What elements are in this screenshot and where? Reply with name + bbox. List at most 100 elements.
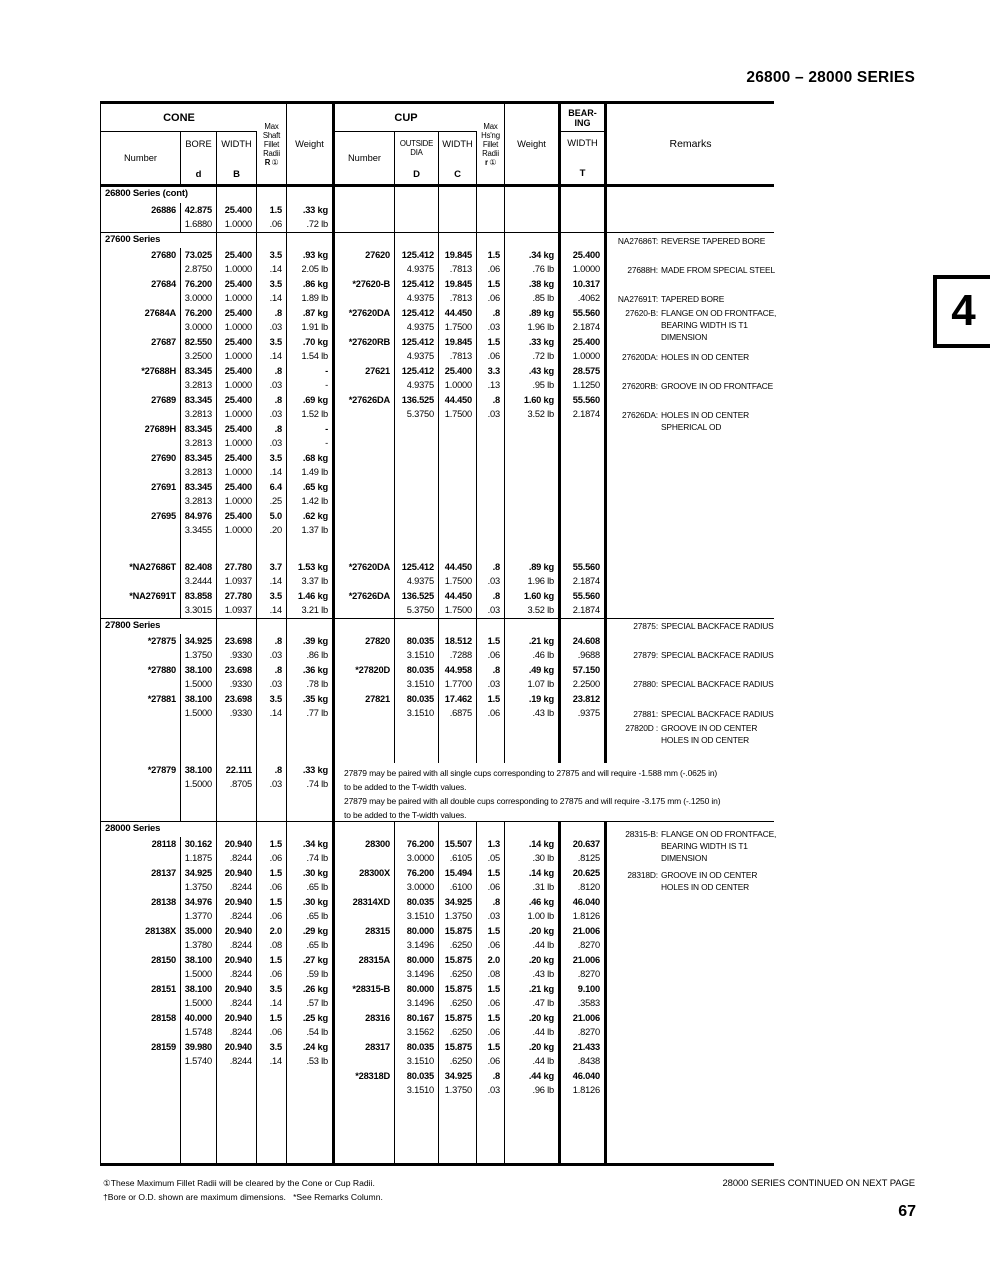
cup-outside-dia-cell: 125.412 4.9375 [395,306,439,335]
cone-width-cell: 25.400 1.0000 [217,364,257,393]
bearing-width-cell: 25.400 1.0000 [561,248,607,277]
cone-number-cell [101,538,181,560]
cone-width-cell: 27.780 1.0937 [217,589,257,618]
gap-row [101,538,774,560]
bearing-width-cell [561,451,607,480]
cone-fillet-cell: .8.03 [257,663,287,692]
empty-cell [335,187,395,203]
cone-weight-cell: .25 kg .54 lb [287,1011,335,1040]
bearing-width-cell: 10.317.4062 [561,277,607,306]
empty-cell [287,619,335,634]
cone-fillet-cell: 5.0.20 [257,509,287,538]
cup-weight-cell: .89 kg 1.96 lb [505,560,561,589]
empty-cell [439,822,477,837]
remarks-space-cell [607,306,774,335]
cup-width-cell [439,203,477,232]
cone-width-cell [217,538,257,560]
remarks-space-cell [607,480,774,509]
bearing-width-cell: 46.040 1.8126 [561,1069,607,1098]
cone-number-cell: 27689 [101,393,181,422]
outside-dia-symbol: D [413,169,420,180]
cup-number-cell: 28315 [335,924,395,953]
cup-width-cell: 44.450 1.7500 [439,589,477,618]
cup-number-cell: *27626DA [335,589,395,618]
cup-weight-cell: .89 kg 1.96 lb [505,306,561,335]
empty-cell [257,822,287,837]
cup-number-cell: 28300 [335,837,395,866]
cup-width-cell: 34.925 1.3750 [439,895,477,924]
cup-number-cell: 27820 [335,634,395,663]
cup-weight-cell: 1.60 kg 3.52 lb [505,589,561,618]
cup-number-cell: 27821 [335,692,395,721]
empty-cell [335,822,395,837]
cone-weight-cell: .69 kg 1.52 lb [287,393,335,422]
cup-outside-dia-cell: 80.035 3.1510 [395,663,439,692]
cup-fillet-cell: 1.5.06 [477,1040,505,1069]
bearing-width-cell: 55.560 2.1874 [561,560,607,589]
cup-weight-cell: .49 kg 1.07 lb [505,663,561,692]
cone-bore-cell: 42.875 1.6880 [181,203,217,232]
cup-weight-cell: .20 kg .43 lb [505,953,561,982]
cone-width-cell: 25.400 1.0000 [217,422,257,451]
cup-weight-cell: 1.60 kg 3.52 lb [505,393,561,422]
cup-group-label: CUP [335,104,477,132]
cone-number-cell: 28138 [101,895,181,924]
empty-cell [505,619,561,634]
remarks-space-cell [607,393,774,422]
cone-number-cell: *27688H [101,364,181,393]
cup-fillet-cell: 1.5.06 [477,924,505,953]
cup-width-cell: 25.400 1.0000 [439,364,477,393]
bearing-width-cell: 21.006.8270 [561,1011,607,1040]
cup-weight-cell: .38 kg .85 lb [505,277,561,306]
cone-number-cell: 28137 [101,866,181,895]
cone-number-cell: 28158 [101,1011,181,1040]
empty-cell [395,187,439,203]
note-row: *27879 38.100 1.5000 22.111.8705.8.03.33 kg… [101,763,774,821]
bearing-width-cell: 55.560 2.1874 [561,393,607,422]
cone-bore-cell [181,721,217,763]
cup-outside-dia-cell: 80.167 3.1562 [395,1011,439,1040]
bearing-width-cell: 57.150 2.2500 [561,663,607,692]
cup-width-cell: 15.875.6250 [439,1011,477,1040]
bearing-width-cell [561,721,607,763]
cone-width-cell: 23.698.9330 [217,663,257,692]
cone-fillet-cell: 1.5.06 [257,837,287,866]
cup-fillet-cell: 1.5.06 [477,248,505,277]
cone-bore-cell: 38.100 1.5000 [181,953,217,982]
cup-outside-dia-cell [395,451,439,480]
cup-number-cell: 28314XD [335,895,395,924]
cone-weight-cell: .30 kg .65 lb [287,895,335,924]
cup-fillet-cell [477,509,505,538]
cone-number-cell: 27684 [101,277,181,306]
cone-width-cell: 25.400 1.0000 [217,277,257,306]
cone-weight-header: Weight [287,104,335,184]
remarks-space-cell [607,1040,774,1069]
bearing-width-cell: 28.575 1.1250 [561,364,607,393]
cup-width-cell [439,1098,477,1163]
empty-cell [607,233,774,248]
bearing-width-cell [561,422,607,451]
cup-fillet-cell: 2.0.08 [477,953,505,982]
cone-weight-cell: .39 kg .86 lb [287,634,335,663]
cone-header-group: CONE Number BORE d WIDTH B [101,104,257,184]
cup-weight-cell: .20 kg .44 lb [505,924,561,953]
cone-bore-cell: 83.345 3.2813 [181,364,217,393]
table-row: *28318D 80.035 3.1510 34.925 1.3750.8.03.44 … [101,1069,774,1098]
cup-number-cell [335,480,395,509]
table-row: 28137 34.925 1.3750 20.940.8244 1.5.06.30 kg… [101,866,774,895]
cup-weight-cell [505,480,561,509]
cup-weight-cell [505,721,561,763]
cup-number-cell [335,422,395,451]
cone-number-cell: 27695 [101,509,181,538]
cone-width-cell: 25.400 1.0000 [217,393,257,422]
cup-outside-dia-cell: 76.200 3.0000 [395,866,439,895]
bearing-width-symbol: T [579,168,586,179]
series-label-row: 28000 Series [101,821,774,837]
table-row: *27688H 83.345 3.2813 25.400 1.0000.8.03- -27… [101,364,774,393]
cup-width-symbol: C [454,169,461,180]
remarks-space-cell [607,663,774,692]
cup-weight-cell: .14 kg .30 lb [505,837,561,866]
cup-weight-cell: .34 kg .76 lb [505,248,561,277]
cup-number-cell [335,1098,395,1163]
empty-cell [505,233,561,248]
